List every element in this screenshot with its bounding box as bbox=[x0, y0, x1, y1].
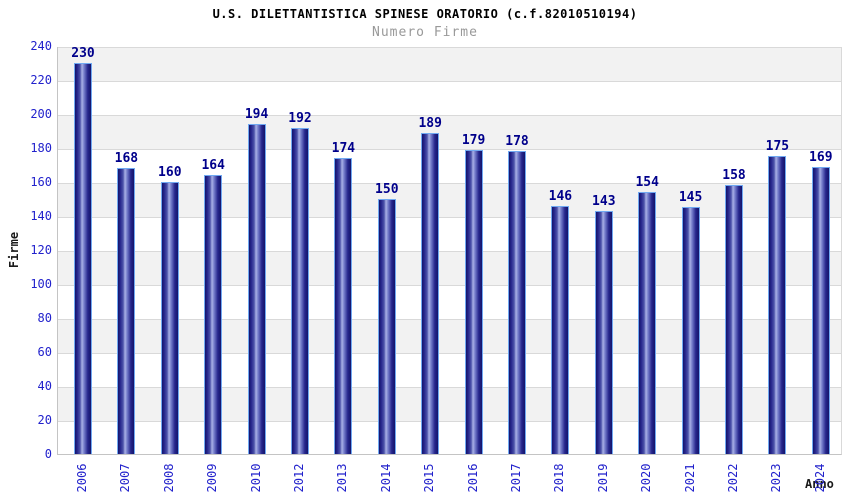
x-tick-label: 2023 bbox=[769, 463, 784, 493]
gridline bbox=[58, 251, 841, 252]
x-tick-label: 2014 bbox=[378, 463, 393, 493]
x-axis-title: Anno bbox=[805, 477, 834, 491]
bar-2016 bbox=[464, 150, 483, 454]
gridline bbox=[58, 115, 841, 116]
plot-band bbox=[58, 47, 841, 81]
x-tick-label: 2022 bbox=[726, 463, 740, 493]
x-tick-label: 2018 bbox=[552, 463, 567, 493]
plot-band bbox=[58, 81, 841, 115]
chart-title: U.S. DILETTANTISTICA SPINESE ORATORIO (c… bbox=[212, 7, 638, 21]
gridline bbox=[58, 285, 841, 286]
bar-2008 bbox=[160, 182, 179, 454]
bar-value-label: 169 bbox=[809, 150, 833, 165]
x-tick-label: 2017 bbox=[509, 463, 523, 493]
gridline bbox=[58, 353, 841, 354]
x-tick-label: 2007 bbox=[118, 463, 133, 493]
bar-value-label: 145 bbox=[678, 190, 703, 205]
bar-2023 bbox=[768, 156, 787, 454]
x-tick-label: 2010 bbox=[248, 463, 263, 493]
bar-value-label: 154 bbox=[635, 175, 659, 190]
bar-2017 bbox=[508, 151, 526, 454]
plot-area: 230 168 160 164 194 192 174 150 189 179 178 146 143 1… bbox=[57, 46, 842, 455]
plot-band bbox=[58, 183, 841, 217]
x-tick-label: 2024 bbox=[812, 463, 827, 493]
y-tick-label: 240 bbox=[30, 39, 52, 53]
bar-value-label: 146 bbox=[548, 189, 573, 204]
x-tick-label: 2016 bbox=[465, 463, 480, 493]
y-tick-label: 140 bbox=[30, 209, 52, 223]
gridline bbox=[58, 183, 841, 184]
y-tick-label: 180 bbox=[30, 141, 52, 155]
plot-band bbox=[58, 251, 841, 285]
y-tick-label: 220 bbox=[30, 73, 52, 87]
y-tick-label: 100 bbox=[30, 277, 52, 291]
bar-2024 bbox=[811, 167, 830, 454]
y-tick-label: 40 bbox=[37, 379, 52, 393]
bar-value-label: 160 bbox=[158, 165, 182, 180]
bar-value-label: 143 bbox=[592, 194, 616, 209]
bar-2020 bbox=[638, 192, 657, 454]
bar-2015 bbox=[421, 133, 440, 454]
y-tick-label: 20 bbox=[37, 413, 52, 427]
x-tick-label: 2006 bbox=[75, 463, 89, 493]
x-tick-label: 2015 bbox=[422, 463, 437, 493]
bar-value-label: 178 bbox=[505, 134, 529, 149]
plot-band bbox=[58, 319, 841, 353]
y-tick-label: 0 bbox=[44, 447, 52, 461]
gridline bbox=[58, 387, 841, 388]
y-tick-label: 120 bbox=[30, 243, 52, 257]
x-tick-label: 2013 bbox=[335, 463, 350, 493]
bar-2018 bbox=[551, 206, 570, 454]
bar-2019 bbox=[594, 211, 613, 454]
gridline bbox=[58, 81, 841, 82]
bar-value-label: 194 bbox=[244, 107, 269, 122]
x-tick-label: 2012 bbox=[292, 463, 306, 493]
bar-value-label: 179 bbox=[461, 133, 486, 148]
bar-value-label: 168 bbox=[114, 151, 139, 166]
y-tick-label: 80 bbox=[37, 311, 52, 325]
x-tick-label: 2008 bbox=[161, 463, 176, 493]
bar-value-label: 175 bbox=[765, 139, 790, 154]
bar-2012 bbox=[291, 128, 309, 454]
bar-value-label: 158 bbox=[722, 168, 746, 183]
bar-2010 bbox=[247, 124, 266, 454]
y-tick-label: 200 bbox=[30, 107, 52, 121]
bar-2021 bbox=[681, 207, 700, 454]
gridline bbox=[58, 47, 841, 48]
plot-band bbox=[58, 115, 841, 149]
bar-value-label: 192 bbox=[288, 111, 312, 126]
bar-2009 bbox=[204, 175, 223, 454]
y-tick-label: 160 bbox=[30, 175, 52, 189]
y-tick-label: 60 bbox=[37, 345, 52, 359]
x-tick-label: 2021 bbox=[682, 463, 697, 493]
gridline bbox=[58, 421, 841, 422]
gridline bbox=[58, 149, 841, 150]
chart-subtitle: Numero Firme bbox=[372, 25, 478, 40]
bar-value-label: 189 bbox=[418, 116, 442, 131]
bar-2007 bbox=[117, 168, 136, 454]
bar-value-label: 174 bbox=[331, 141, 356, 156]
bar-2022 bbox=[725, 185, 743, 454]
plot-band bbox=[58, 387, 841, 421]
bar-2013 bbox=[334, 158, 353, 454]
bar-2014 bbox=[377, 199, 396, 454]
gridline bbox=[58, 217, 841, 218]
x-tick-label: 2009 bbox=[205, 463, 220, 493]
x-tick-label: 2020 bbox=[639, 463, 654, 493]
bar-value-label: 230 bbox=[71, 46, 95, 61]
bar-2006 bbox=[74, 63, 92, 454]
bar-value-label: 150 bbox=[375, 182, 399, 197]
bar-value-label: 164 bbox=[201, 158, 225, 173]
gridline bbox=[58, 319, 841, 320]
x-tick-label: 2019 bbox=[595, 463, 610, 493]
